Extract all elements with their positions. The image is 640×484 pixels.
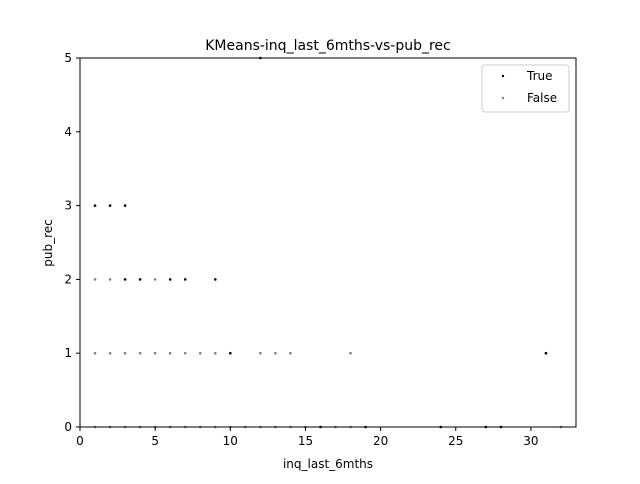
- data-point-false: [198, 351, 202, 355]
- data-point-false: [93, 278, 97, 281]
- data-point-false: [183, 351, 187, 355]
- y-tick-label: 2: [64, 272, 72, 286]
- data-point-true: [168, 278, 172, 281]
- y-tick-label: 0: [64, 420, 72, 434]
- data-point-false: [274, 351, 277, 355]
- legend-label-true: True: [526, 69, 553, 83]
- data-point-true: [138, 278, 142, 281]
- data-point-false: [349, 351, 352, 355]
- plot-area-frame: [79, 57, 577, 428]
- legend-label-false: False: [527, 91, 557, 105]
- legend-marker-false: [501, 96, 505, 100]
- data-point-false: [93, 351, 97, 355]
- x-tick-label: 25: [448, 434, 463, 448]
- x-tick-label: 5: [151, 434, 159, 448]
- marks-layer: [93, 56, 563, 429]
- data-point-true: [183, 278, 187, 281]
- y-tick-label: 4: [64, 125, 72, 139]
- data-point-true: [123, 278, 127, 281]
- y-tick-label: 3: [64, 199, 72, 213]
- x-axis-label: inq_last_6mths: [283, 457, 373, 471]
- data-point-false: [108, 278, 112, 281]
- data-point-false: [108, 351, 112, 355]
- x-tick-label: 0: [76, 434, 84, 448]
- y-tick-label: 1: [64, 346, 72, 360]
- data-point-true: [93, 204, 97, 207]
- legend-marker-true: [501, 74, 505, 78]
- chart-title: KMeans-inq_last_6mths-vs-pub_rec: [205, 38, 451, 54]
- data-point-false: [138, 351, 142, 355]
- data-point-false: [168, 351, 172, 355]
- data-point-true: [123, 204, 127, 207]
- data-point-false: [259, 351, 262, 355]
- y-tick-label: 5: [64, 51, 72, 65]
- x-tick-label: 15: [298, 434, 313, 448]
- data-point-true: [544, 351, 548, 355]
- data-point-true: [213, 278, 217, 281]
- x-tick-label: 30: [523, 434, 538, 448]
- data-point-false: [153, 351, 157, 355]
- y-axis-label: pub_rec: [41, 219, 55, 267]
- legend: True False: [481, 64, 570, 113]
- data-point-true: [229, 351, 232, 355]
- data-point-true: [108, 204, 112, 207]
- data-point-false: [213, 351, 217, 355]
- data-point-false: [289, 351, 292, 355]
- data-point-false: [123, 351, 127, 355]
- x-tick-label: 10: [223, 434, 238, 448]
- x-tick-label: 20: [373, 434, 388, 448]
- axes-layer: 0 5 10 15 20 25 30 0 1 2 3 4 5: [64, 51, 538, 448]
- data-point-false: [153, 278, 157, 281]
